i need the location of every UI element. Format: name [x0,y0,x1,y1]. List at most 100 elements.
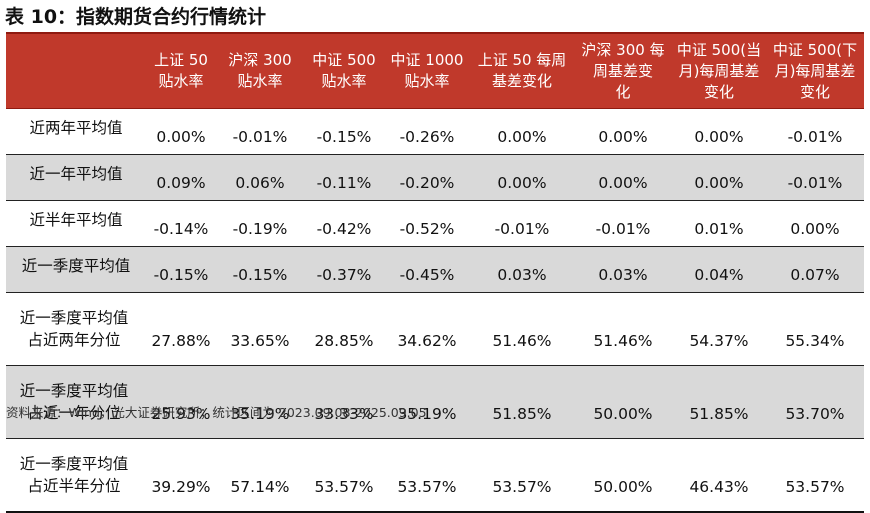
column-header-line: 变化 [703,82,734,101]
table-cell: -0.11% [304,154,384,201]
table-cell: 50.00% [574,438,672,513]
column-header-line: 变化 [799,82,830,101]
column-header-line: 贴水率 [321,72,367,90]
row-label-line: 占近两年分位 [27,331,121,349]
table-row: 近一季度平均值 占近一年分位 25.93% 35.19% 33.33% 35.19% 51.… [6,365,864,439]
table-cell: -0.42% [304,200,384,247]
header-cell-corner [6,32,146,109]
table-cell: 0.04% [672,246,766,293]
table-cell: -0.01% [574,200,672,247]
table-cell: 25.93% [146,365,216,439]
table-cell: 53.57% [766,438,864,513]
table-cell: -0.20% [384,154,470,201]
table-cell: 0.03% [574,246,672,293]
column-header: 沪深 300 贴水率 [216,32,304,109]
column-header-line: 化 [615,82,631,101]
table-cell: 0.01% [672,200,766,247]
table-row: 近一季度平均值 占近两年分位 27.88% 33.65% 28.85% 34.62% 51.… [6,292,864,366]
table-cell: 0.06% [216,154,304,201]
table-cell: 46.43% [672,438,766,513]
row-label-line: 近一季度平均值 [21,257,131,275]
table-cell: 54.37% [672,292,766,366]
table-cell: 0.00% [574,154,672,201]
row-label: 近半年平均值 [6,200,146,247]
table-cell: 53.57% [384,438,470,513]
table-cell: -0.45% [384,246,470,293]
table-header-row: 上证 50 贴水率 沪深 300 贴水率 中证 500 贴水率 中证 1000 贴水率 上证 5… [6,32,864,109]
table-cell: 51.85% [470,365,574,439]
table-cell: 0.00% [766,200,864,247]
column-header-line: 上证 50 [154,51,208,69]
table-cell: 0.00% [672,108,766,155]
column-header-line: 上证 50 每周 [477,51,567,69]
table-cell: 53.57% [304,438,384,513]
row-label-line: 近半年平均值 [29,211,123,229]
table-cell: 0.00% [470,154,574,201]
table-row: 近一季度平均值 -0.15% -0.15% -0.37% -0.45% 0.03% 0.03… [6,246,864,293]
table-cell: 53.57% [470,438,574,513]
row-label: 近两年平均值 [6,108,146,155]
table-cell: 53.70% [766,365,864,439]
table-cell: 27.88% [146,292,216,366]
column-header-line: 沪深 300 每 [581,40,665,59]
row-label: 近一季度平均值 占近半年分位 [6,438,146,513]
table-cell: 0.03% [470,246,574,293]
table-cell: -0.15% [216,246,304,293]
column-header-line: 中证 500(下 [772,40,858,59]
table-cell: -0.26% [384,108,470,155]
table-cell: 0.07% [766,246,864,293]
row-label-line: 占近半年分位 [27,477,121,495]
column-header-line: 中证 1000 [390,51,464,69]
column-header-line: 周基差变 [592,61,653,80]
table-cell: 0.00% [574,108,672,155]
table-cell: 0.00% [470,108,574,155]
column-header-line: 中证 500 [312,51,376,69]
table-cell: -0.01% [216,108,304,155]
table-cell: 0.00% [672,154,766,201]
column-header: 中证 500(当 月)每周基差 变化 [672,32,766,109]
column-header-line: 月)每周基差 [678,61,760,80]
column-header: 中证 1000 贴水率 [384,32,470,109]
table-cell: 39.29% [146,438,216,513]
table-cell: -0.14% [146,200,216,247]
row-label-line: 近一季度平均值 [19,455,129,473]
table-cell: 0.00% [146,108,216,155]
table-row: 近半年平均值 -0.14% -0.19% -0.42% -0.52% -0.01% -0.0… [6,200,864,247]
row-label-line: 近两年平均值 [29,119,123,137]
column-header: 上证 50 贴水率 [146,32,216,109]
table-cell: 55.34% [766,292,864,366]
table-cell: 50.00% [574,365,672,439]
column-header: 中证 500 贴水率 [304,32,384,109]
row-label-line: 占近一年分位 [27,404,121,422]
table-cell: 57.14% [216,438,304,513]
table-cell: 51.85% [672,365,766,439]
column-header: 中证 500(下 月)每周基差 变化 [766,32,864,109]
column-header-line: 月)每周基差 [774,61,856,80]
row-label: 近一年平均值 [6,154,146,201]
table-row: 近两年平均值 0.00% -0.01% -0.15% -0.26% 0.00% 0.00% 0… [6,108,864,155]
table-cell: 35.19% [384,365,470,439]
table-body: 近两年平均值 0.00% -0.01% -0.15% -0.26% 0.00% 0.00% 0… [6,108,864,513]
column-header-line: 贴水率 [237,72,283,90]
source-note: 资料来源：Wind，光大证券研究所；统计区间为 2023.09.08-2025.… [6,405,427,420]
column-header-line: 贴水率 [158,72,204,90]
table-cell: 0.09% [146,154,216,201]
table-cell: -0.15% [146,246,216,293]
column-header: 沪深 300 每周基差变化 [574,32,672,109]
table-cell: 51.46% [574,292,672,366]
table-cell: 33.65% [216,292,304,366]
column-header: 上证 50 每周 基差变化 [470,32,574,109]
table-cell: -0.52% [384,200,470,247]
column-header-line: 中证 500(当 [676,40,762,59]
row-label: 近一季度平均值 占近两年分位 [6,292,146,366]
table-cell: -0.37% [304,246,384,293]
column-header-line: 贴水率 [404,72,450,90]
row-label-line: 近一季度平均值 [19,309,129,327]
table-cell: 35.19% [216,365,304,439]
table-row: 近一年平均值 0.09% 0.06% -0.11% -0.20% 0.00% 0.00% 0.… [6,154,864,201]
table-row: 近一季度平均值 占近半年分位 39.29% 57.14% 53.57% 53.57% 53.… [6,438,864,513]
row-label: 近一季度平均值 [6,246,146,293]
row-label: 近一季度平均值 占近一年分位 [6,365,146,439]
table-cell: -0.19% [216,200,304,247]
table-cell: 34.62% [384,292,470,366]
